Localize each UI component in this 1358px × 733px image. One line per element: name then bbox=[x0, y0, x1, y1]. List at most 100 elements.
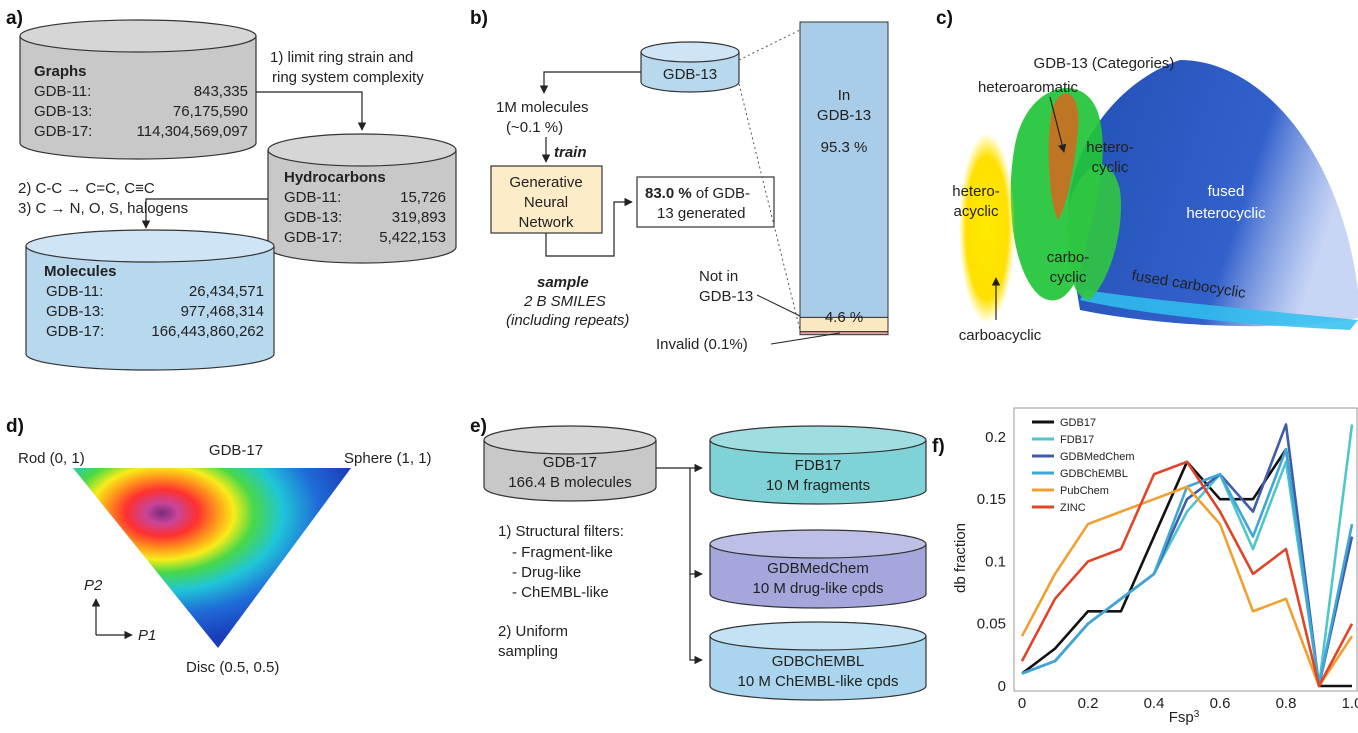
x-tick-label: 0.2 bbox=[1078, 695, 1099, 712]
arrow-graphs-to-hydrocarbons bbox=[256, 91, 367, 131]
legend-label-gdbmedchem: GDBMedChem bbox=[1060, 451, 1135, 463]
series-line-pubchem bbox=[1020, 485, 1354, 688]
molecules-row-gdb13-label: GDB-13: bbox=[46, 303, 104, 320]
panel-b: b) GDB-13 1M molecules (~0.1 %) train Ge… bbox=[470, 8, 889, 353]
filter-fragment: - Fragment-like bbox=[512, 544, 613, 561]
filter-chembl: - ChEMBL-like bbox=[512, 584, 609, 601]
graphs-row-gdb11-label: GDB-11: bbox=[34, 83, 91, 100]
gdbmedchem-cylinder: GDBMedChem 10 M drug-like cpds bbox=[709, 529, 927, 609]
source-line2: 166.4 B molecules bbox=[508, 474, 631, 491]
panel-d-title: GDB-17 bbox=[209, 442, 263, 459]
network-line2: Neural bbox=[524, 194, 568, 211]
sample-size-line2: (~0.1 %) bbox=[506, 119, 563, 136]
chembl-line2: 10 M ChEMBL-like cpds bbox=[738, 673, 899, 690]
zoom-line-bottom bbox=[738, 83, 801, 331]
zoom-line-top bbox=[738, 29, 801, 61]
arrow-gdb13-to-subset bbox=[539, 71, 641, 94]
label-p1: P1 bbox=[138, 627, 156, 644]
uniform-line1: 2) Uniform bbox=[498, 623, 568, 640]
molecules-row-gdb17-value: 166,443,860,262 bbox=[151, 323, 264, 340]
graphs-title: Graphs bbox=[34, 63, 87, 80]
graphs-row-gdb11-value: 843,335 bbox=[194, 83, 248, 100]
uniform-line2: sampling bbox=[498, 643, 558, 660]
graphs-row-gdb13-label: GDB-13: bbox=[34, 103, 92, 120]
generative-network-box: Generative Neural Network bbox=[490, 165, 603, 234]
x-tick-label: 0.4 bbox=[1144, 695, 1165, 712]
gdb13-cylinder: GDB-13 bbox=[640, 41, 740, 93]
invalid-leader bbox=[770, 332, 841, 345]
step2-text: 2) C-C → C=C, C≡C bbox=[18, 180, 155, 197]
x-axis-label-main: Fsp bbox=[1169, 709, 1194, 726]
graphs-row-gdb17-label: GDB-17: bbox=[34, 123, 92, 140]
panel-c-letter: c) bbox=[936, 8, 953, 29]
medchem-line2: 10 M drug-like cpds bbox=[753, 580, 884, 597]
arrow-sample bbox=[545, 197, 633, 257]
medchem-line1: GDBMedChem bbox=[767, 560, 869, 577]
network-line3: Network bbox=[518, 214, 574, 231]
bar-in-label-line2: GDB-13 bbox=[817, 107, 871, 124]
hydrocarbons-row-gdb17-value: 5,422,153 bbox=[379, 229, 446, 246]
label-heterocyclic-line1: hetero- bbox=[1086, 139, 1134, 156]
plot-frame bbox=[1013, 407, 1358, 692]
y-axis-label: db fraction bbox=[952, 523, 969, 593]
graphs-cylinder: Graphs GDB-11: 843,335 GDB-13: 76,175,59… bbox=[19, 19, 257, 160]
fdb17-line1: FDB17 bbox=[795, 457, 842, 474]
category-map bbox=[959, 60, 1358, 330]
sample-detail-line2: (including repeats) bbox=[506, 312, 629, 329]
y-tick-label: 0.05 bbox=[977, 616, 1006, 633]
generated-pct: 83.0 % bbox=[645, 185, 692, 202]
molecules-row-gdb11-value: 26,434,571 bbox=[189, 283, 264, 300]
y-tick-labels: 0 0.05 0.1 0.15 0.2 bbox=[977, 429, 1006, 695]
bar-segment-invalid bbox=[799, 331, 889, 336]
invalid-label: Invalid (0.1%) bbox=[656, 336, 748, 353]
molecules-cylinder: Molecules GDB-11: 26,434,571 GDB-13: 977… bbox=[25, 229, 275, 371]
train-label: train bbox=[554, 144, 587, 161]
y-tick-label: 0 bbox=[998, 678, 1006, 695]
chembl-line1: GDBChEMBL bbox=[772, 653, 865, 670]
x-tick-label: 0.6 bbox=[1210, 695, 1231, 712]
panel-d: d) Rod (0, 1) GDB-17 Sphere (1, 1) Disc … bbox=[6, 416, 432, 676]
panel-c: c) GDB-13 (Categories) heteroaromatic he… bbox=[936, 8, 1358, 344]
gdbchembl-cylinder: GDBChEMBL 10 M ChEMBL-like cpds bbox=[709, 621, 927, 701]
label-carbocyclic-line2: cyclic bbox=[1050, 269, 1087, 286]
label-heterocyclic-line2: cyclic bbox=[1092, 159, 1129, 176]
series-lines bbox=[1020, 423, 1354, 688]
source-line1: GDB-17 bbox=[543, 454, 597, 471]
hydrocarbons-title: Hydrocarbons bbox=[284, 169, 386, 186]
legend-label-fdb17: FDB17 bbox=[1060, 434, 1094, 446]
hydrocarbons-row-gdb13-label: GDB-13: bbox=[284, 209, 342, 226]
filter-drug: - Drug-like bbox=[512, 564, 581, 581]
step1-line1: 1) limit ring strain and bbox=[270, 49, 413, 66]
hydrocarbons-row-gdb13-value: 319,893 bbox=[392, 209, 446, 226]
panel-f-letter: f) bbox=[932, 436, 945, 457]
generated-line2: 13 generated bbox=[657, 205, 745, 222]
y-tick-label: 0.15 bbox=[977, 491, 1006, 508]
hydrocarbons-row-gdb11-value: 15,726 bbox=[400, 189, 446, 206]
bar-notin-pct: 4.6 % bbox=[825, 309, 863, 326]
label-heteroacyclic-line1: hetero- bbox=[952, 183, 1000, 200]
label-carbocyclic-line1: carbo- bbox=[1047, 249, 1090, 266]
network-line1: Generative bbox=[509, 174, 582, 191]
panel-f: f) 0 0.05 0.1 0.15 0.2 0 0.2 0.4 0.6 0.8 1.0 GDB1… bbox=[932, 407, 1358, 727]
label-carboacyclic: carboacyclic bbox=[959, 327, 1042, 344]
sample-size-line1: 1M molecules bbox=[496, 99, 589, 116]
gdb13-cylinder-label: GDB-13 bbox=[663, 66, 717, 83]
generated-line1: 83.0 % of GDB- bbox=[645, 185, 750, 202]
fdb17-cylinder: FDB17 10 M fragments bbox=[709, 425, 927, 505]
legend-label-zinc: ZINC bbox=[1060, 502, 1086, 514]
x-axis-label: Fsp3 bbox=[1169, 709, 1200, 727]
label-heteroacyclic-line2: acyclic bbox=[953, 203, 999, 220]
graphs-row-gdb17-value: 114,304,569,097 bbox=[137, 123, 249, 140]
legend-label-gdb17: GDB17 bbox=[1060, 417, 1096, 429]
panel-a-letter: a) bbox=[6, 8, 23, 29]
notin-label-line2: GDB-13 bbox=[699, 288, 753, 305]
y-tick-label: 0.1 bbox=[985, 553, 1006, 570]
panel-c-title: GDB-13 (Categories) bbox=[1034, 55, 1175, 72]
x-tick-labels: 0 0.2 0.4 0.6 0.8 1.0 bbox=[1018, 695, 1358, 712]
step3-text: 3) C → N, O, S, halogens bbox=[18, 200, 188, 217]
panel-d-letter: d) bbox=[6, 416, 24, 437]
label-p2: P2 bbox=[84, 577, 103, 594]
arrow-hydrocarbons-to-molecules bbox=[141, 198, 268, 229]
molecules-row-gdb17-label: GDB-17: bbox=[46, 323, 104, 340]
